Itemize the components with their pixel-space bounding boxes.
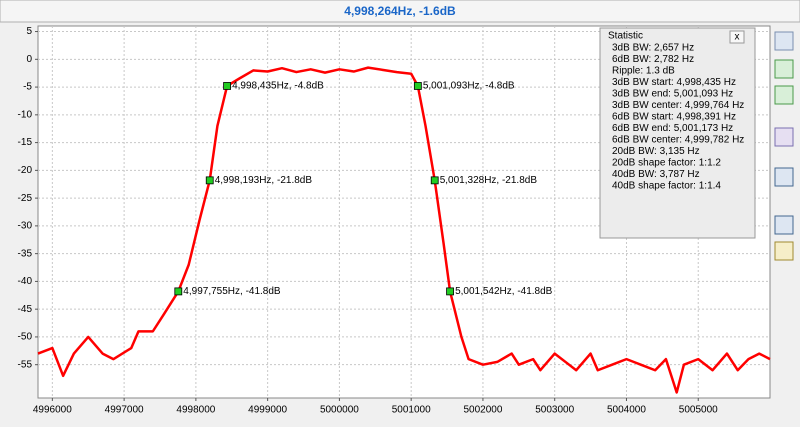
marker-label: 4,998,435Hz, -4.8dB: [232, 81, 324, 92]
statistic-line: 6dB BW end: 5,001,173 Hz: [612, 123, 733, 134]
chart-style-button[interactable]: [774, 127, 794, 147]
marker: [205, 176, 214, 185]
x-tick-label: 5002000: [463, 405, 502, 416]
panel-frame: [599, 27, 756, 239]
marker-label: 5,001,328Hz, -21.8dB: [440, 175, 538, 186]
close-label[interactable]: x: [735, 32, 740, 43]
y-tick-label: -45: [18, 304, 33, 315]
y-tick-label: -40: [18, 276, 33, 287]
y-tick-label: -5: [23, 82, 32, 93]
statistic-line: 3dB BW start: 4,998,435 Hz: [612, 77, 736, 88]
y-tick-label: -10: [18, 109, 33, 120]
statistic-line: 3dB BW: 2,657 Hz: [612, 43, 694, 54]
y-tick-label: -55: [18, 359, 33, 370]
chart-title: 4,998,264Hz, -1.6dB: [344, 4, 456, 18]
marker-label: 5,001,093Hz, -4.8dB: [423, 81, 515, 92]
marker: [174, 287, 183, 296]
marker: [446, 287, 454, 296]
y-tick-label: 5: [26, 26, 32, 37]
statistic-line: 40dB shape factor: 1:1.4: [612, 181, 721, 192]
statistic-line: 3dB BW center: 4,999,764 Hz: [612, 100, 744, 111]
x-tick-label: 5000000: [320, 405, 359, 416]
marker-label: 4,998,193Hz, -21.8dB: [215, 175, 313, 186]
statistic-line: 20dB BW: 3,135 Hz: [612, 146, 700, 157]
statistic-line: Ripple: 1.3 dB: [612, 66, 675, 77]
y-tick-label: -35: [18, 248, 33, 259]
copy-button[interactable]: [774, 215, 794, 235]
statistic-line: 6dB BW start: 4,998,391 Hz: [612, 112, 736, 123]
x-tick-label: 5004000: [607, 405, 646, 416]
marker-label: 5,001,542Hz, -41.8dB: [455, 286, 553, 297]
statistic-line: 6dB BW: 2,782 Hz: [612, 54, 694, 65]
y-tick-label: -25: [18, 193, 33, 204]
screenshot-button[interactable]: [774, 167, 794, 187]
x-tick-label: 5003000: [535, 405, 574, 416]
x-tick-label: 4996000: [33, 405, 72, 416]
toolbar: [774, 31, 794, 261]
marker: [413, 82, 422, 90]
y-tick-label: 0: [26, 54, 32, 65]
y-tick-label: -50: [18, 332, 33, 343]
x-tick-label: 5001000: [392, 405, 431, 416]
statistic-line: 3dB BW end: 5,001,093 Hz: [612, 89, 733, 100]
y-tick-label: -30: [18, 221, 33, 232]
response-line: [37, 66, 771, 394]
close-button[interactable]: [729, 30, 745, 44]
x-tick-label: 4997000: [105, 405, 144, 416]
plot: 5 0 -5 -10 -15 -20 -25 -30 -35 -40 -45 -50 -55 499600…: [18, 26, 771, 416]
x-tick-label: 4998000: [176, 405, 215, 416]
title-bar: [0, 0, 800, 23]
panel-title: Statistic: [608, 31, 643, 42]
statistic-line: 6dB BW center: 4,999,782 Hz: [612, 135, 744, 146]
y-tick-label: -15: [18, 137, 33, 148]
x-tick-label: 4999000: [248, 405, 287, 416]
zoom-button[interactable]: [774, 31, 794, 51]
x-tick-label: 5005000: [679, 405, 718, 416]
vertical-fit-button[interactable]: [774, 85, 794, 105]
save-button[interactable]: [774, 241, 794, 261]
y-tick-label: -20: [18, 165, 33, 176]
marker-label: 4,997,755Hz, -41.8dB: [183, 286, 281, 297]
fit-button[interactable]: [774, 59, 794, 79]
marker: [430, 176, 439, 185]
marker: [223, 82, 232, 90]
statistic-line: 20dB shape factor: 1:1.2: [612, 158, 721, 169]
statistic-line: 40dB BW: 3,787 Hz: [612, 169, 700, 180]
